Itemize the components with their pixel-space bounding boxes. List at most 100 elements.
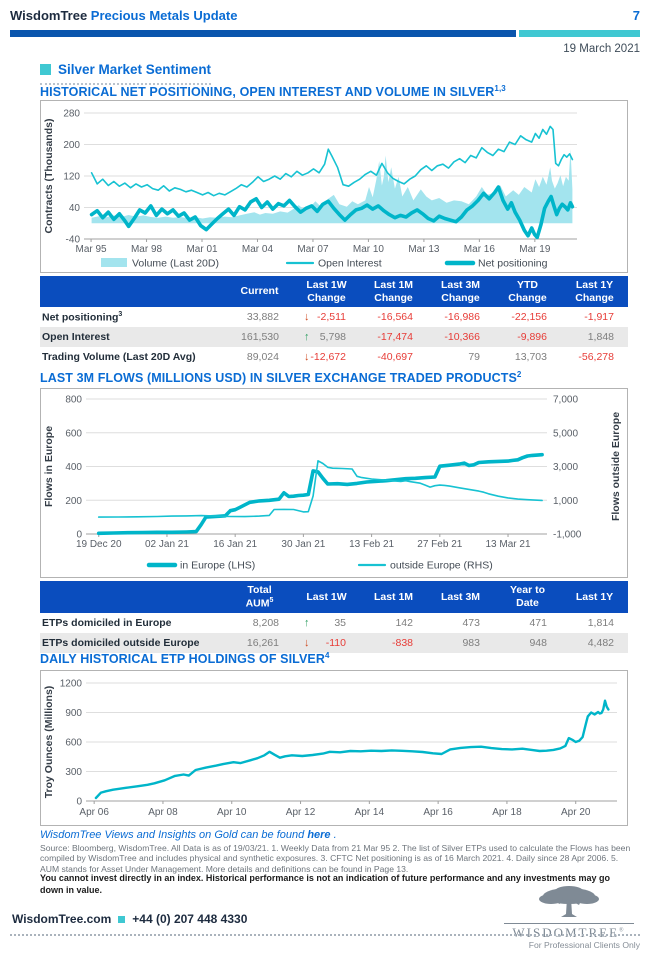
column-header: YTD Change <box>494 276 561 308</box>
svg-text:1,000: 1,000 <box>553 496 578 507</box>
section-title: Silver Market Sentiment <box>58 62 212 77</box>
here-link[interactable]: here <box>307 829 331 841</box>
table-cell: -56,278 <box>578 351 614 364</box>
table-row: Trading Volume (Last 20D Avg) 89,024 ↓ -12,… <box>40 347 628 367</box>
table-cell: 983 <box>462 636 480 649</box>
report-subtitle: Precious Metals Update <box>90 8 238 23</box>
footer-rule <box>10 934 640 936</box>
table-cell: 89,024 <box>246 351 279 364</box>
svg-text:Open Interest: Open Interest <box>318 258 382 270</box>
svg-text:Apr 14: Apr 14 <box>355 807 385 818</box>
website-link[interactable]: WisdomTree.com <box>12 912 112 926</box>
table-cell: -9,896 <box>517 331 547 344</box>
wisdomtree-logo: WisdomTree® <box>504 884 634 941</box>
source-note: Source: Bloomberg, WisdomTree. All Data … <box>40 843 631 874</box>
column-header: Last 1Y Change <box>561 276 628 308</box>
svg-text:3,000: 3,000 <box>553 462 578 473</box>
svg-text:Apr 20: Apr 20 <box>561 807 591 818</box>
aum-table: Total AUM5 Last 1W Last 1M Last 3M Year to Dat… <box>40 581 628 653</box>
svg-text:0: 0 <box>76 530 82 541</box>
svg-text:600: 600 <box>65 428 82 439</box>
svg-text:outside Europe (RHS): outside Europe (RHS) <box>390 560 493 572</box>
svg-text:02 Jan 21: 02 Jan 21 <box>145 539 189 550</box>
svg-text:Mar 19: Mar 19 <box>519 244 551 255</box>
table-cell: -10,366 <box>444 331 480 344</box>
svg-text:Mar 95: Mar 95 <box>76 244 108 255</box>
table-cell: -16,564 <box>377 311 413 324</box>
svg-text:Net positioning: Net positioning <box>478 258 548 270</box>
table-cell: 161,530 <box>241 331 279 344</box>
svg-text:Troy Ounces (Millions): Troy Ounces (Millions) <box>43 686 55 799</box>
table-cell: 4,482 <box>587 636 614 649</box>
report-date: 19 March 2021 <box>563 43 640 55</box>
column-header: Last 1W <box>293 581 360 613</box>
clients-only-label: For Professional Clients Only <box>528 940 640 950</box>
table-cell: -22,156 <box>511 311 547 324</box>
table-cell: 471 <box>529 616 547 629</box>
chart3-box: 1200 900 600 300 0 Apr 06 Apr 08 Apr 10 Apr 12 Ap… <box>40 670 628 826</box>
table-cell: -838 <box>391 636 413 649</box>
column-header: Last 1W Change <box>293 276 360 308</box>
svg-text:5,000: 5,000 <box>553 428 578 439</box>
svg-text:Mar 16: Mar 16 <box>464 244 496 255</box>
svg-text:Mar 13: Mar 13 <box>408 244 440 255</box>
table-cell: 16,261 <box>246 636 279 649</box>
svg-text:600: 600 <box>65 738 82 749</box>
svg-text:Apr 10: Apr 10 <box>217 807 247 818</box>
arrow-up-icon: ↑ <box>304 331 310 344</box>
table-cell: -40,697 <box>377 351 413 364</box>
table-cell: 1,814 <box>587 616 614 629</box>
table-row: ETPs domiciled in Europe 8,208 ↑ 35 142 473 47… <box>40 613 628 633</box>
svg-text:280: 280 <box>63 109 80 120</box>
positioning-table: Current Last 1W Change Last 1M Change Last 3M… <box>40 276 628 367</box>
column-header <box>40 276 226 308</box>
svg-text:27 Feb 21: 27 Feb 21 <box>417 539 462 550</box>
table-cell: -17,474 <box>377 331 413 344</box>
section-bullet-icon <box>40 64 51 75</box>
table-cell: ↑ 35 <box>304 616 346 629</box>
page-header: WisdomTree Precious Metals Update 7 <box>10 8 640 23</box>
svg-text:Contracts (Thousands): Contracts (Thousands) <box>43 119 55 234</box>
table-cell: 948 <box>529 636 547 649</box>
chart1-title-footnote: 1,3 <box>494 84 506 93</box>
svg-text:13 Feb 21: 13 Feb 21 <box>349 539 394 550</box>
svg-text:30 Jan 21: 30 Jan 21 <box>281 539 325 550</box>
table-cell: 13,703 <box>514 351 547 364</box>
column-header: Last 1M Change <box>360 276 427 308</box>
svg-text:Flows in Europe: Flows in Europe <box>43 426 55 507</box>
svg-text:Apr 16: Apr 16 <box>423 807 453 818</box>
column-header: Total AUM5 <box>226 581 293 613</box>
table-cell: ↓ -2,511 <box>304 311 346 324</box>
chart3-title-footnote: 4 <box>324 651 330 660</box>
arrow-down-icon: ↓ <box>304 351 310 364</box>
row-label: ETPs domiciled outside Europe <box>42 636 200 649</box>
svg-text:-1,000: -1,000 <box>553 530 582 541</box>
row-label: Open Interest <box>42 331 110 344</box>
svg-text:19 Dec 20: 19 Dec 20 <box>76 539 122 550</box>
logo-wordmark: WisdomTree® <box>504 923 634 941</box>
svg-text:13 Mar 21: 13 Mar 21 <box>486 539 531 550</box>
tree-icon <box>539 886 599 917</box>
column-header: Year to Date <box>494 581 561 613</box>
arrow-up-icon: ↑ <box>304 616 310 629</box>
header-rule-teal <box>519 30 640 37</box>
column-header: Last 3M Change <box>427 276 494 308</box>
column-header: Last 3M <box>427 581 494 613</box>
svg-text:Volume (Last 20D): Volume (Last 20D) <box>132 258 219 270</box>
table-cell: 473 <box>462 616 480 629</box>
disclaimer-text: You cannot invest directly in an index. … <box>40 873 610 895</box>
row-label: ETPs domiciled in Europe <box>42 616 172 629</box>
row-label: Net positioning3 <box>42 310 123 324</box>
column-header: Current <box>226 276 293 308</box>
column-header: Last 1Y <box>561 581 628 613</box>
svg-text:800: 800 <box>65 395 82 406</box>
svg-text:Apr 12: Apr 12 <box>286 807 316 818</box>
table-row: ETPs domiciled outside Europe 16,261 ↓ -110… <box>40 632 628 653</box>
table-cell: 8,208 <box>252 616 279 629</box>
section-header: Silver Market Sentiment <box>40 61 212 85</box>
flows-chart: 800 600 400 200 0 7,000 5,000 3,000 1,000 -1,000 1… <box>43 395 622 572</box>
svg-text:Apr 18: Apr 18 <box>492 807 522 818</box>
svg-text:7,000: 7,000 <box>553 395 578 406</box>
